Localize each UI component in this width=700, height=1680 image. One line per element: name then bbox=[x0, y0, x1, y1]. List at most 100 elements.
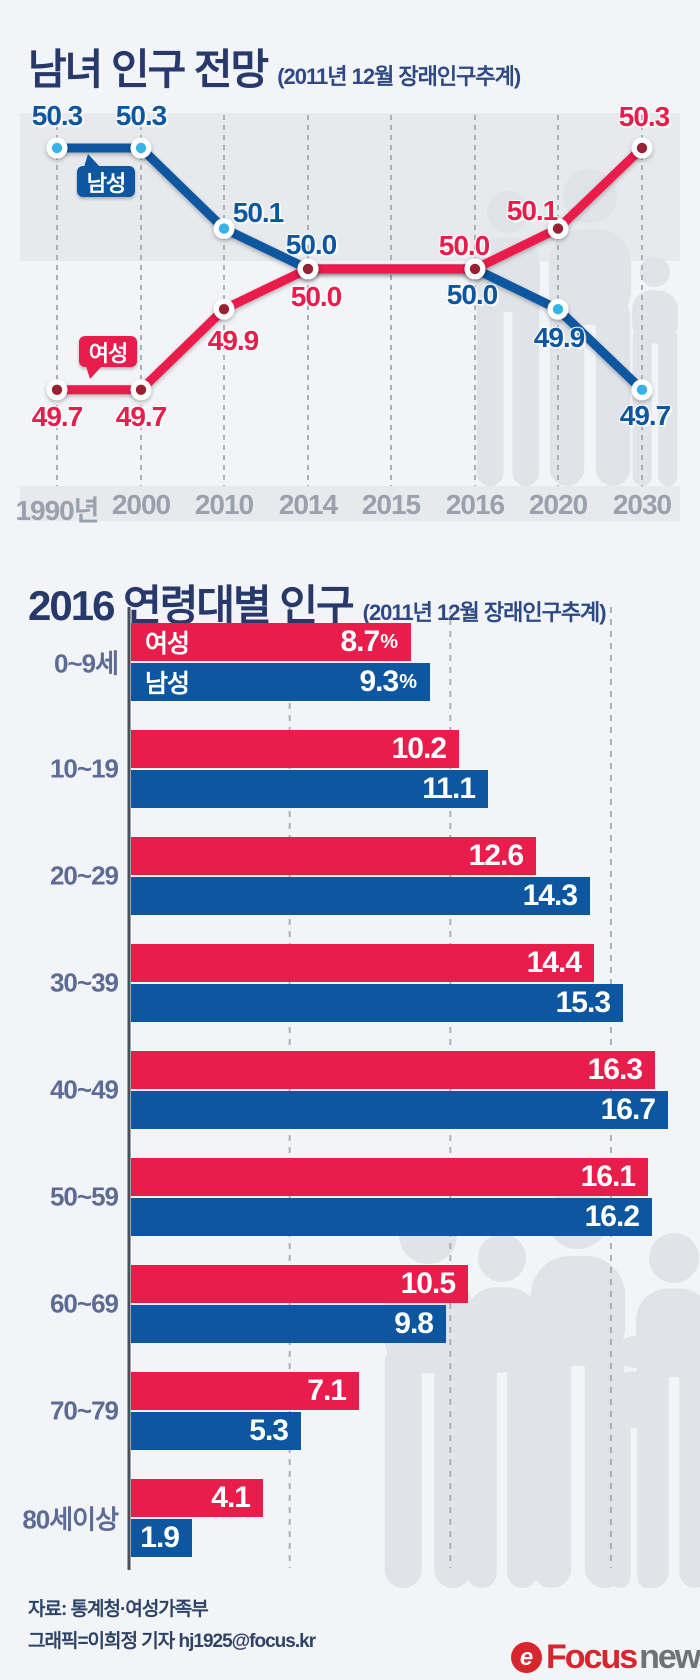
female-point bbox=[297, 258, 319, 280]
bar-value: 4.1 bbox=[211, 1481, 251, 1514]
legend-male-badge: 남성 bbox=[77, 154, 135, 197]
bar-value: 5.3 bbox=[249, 1414, 289, 1447]
chart1-title-row: 남녀 인구 전망 (2011년 12월 장래인구추계) bbox=[28, 36, 521, 97]
male-point bbox=[213, 218, 235, 240]
male-point bbox=[46, 137, 68, 159]
age-group-label-50~59: 50~59 bbox=[49, 1181, 119, 1212]
female-value-label: 50.0 bbox=[438, 229, 490, 261]
female-point bbox=[130, 379, 152, 401]
bar-male-70~79: 5.3 bbox=[131, 1412, 301, 1450]
bar-value: 11.1 bbox=[422, 772, 476, 805]
chart2-title-row: 2016 연령대별 인구 (2011년 12월 장래인구추계) bbox=[28, 572, 607, 633]
female-value-label: 49.7 bbox=[31, 400, 83, 432]
age-group-label-70~79: 70~79 bbox=[49, 1395, 119, 1426]
x-axis-label-2000: 2000 bbox=[111, 489, 171, 520]
bar-value: 9.3 bbox=[359, 665, 399, 698]
age-group-label-30~39: 30~39 bbox=[49, 967, 119, 998]
female-point bbox=[631, 137, 653, 159]
bar-value: 8.7 bbox=[340, 625, 380, 658]
bar-male-0~9세: 남성 9.3% bbox=[131, 663, 430, 701]
bar-female-70~79: 7.1 bbox=[131, 1372, 359, 1410]
bar-value: 14.4 bbox=[526, 946, 582, 979]
female-point bbox=[46, 379, 68, 401]
male-value-label: 50.3 bbox=[31, 100, 83, 131]
bar-value: 16.7 bbox=[600, 1093, 656, 1126]
bar-female-80세이상: 4.1 bbox=[131, 1479, 263, 1517]
bar-value: 16.3 bbox=[587, 1053, 643, 1086]
bar-value: 1.9 bbox=[140, 1521, 180, 1554]
footer-source: 자료: 통계청·여성가족부 bbox=[28, 1599, 209, 1620]
x-axis-label-1990년: 1990년 bbox=[15, 495, 99, 526]
focusnews-logo-suffix: news bbox=[639, 1638, 700, 1676]
bar-female-60~69: 10.5 bbox=[131, 1265, 468, 1303]
line-chart-axis-band bbox=[20, 486, 680, 521]
family-silhouette-bottom bbox=[383, 1187, 700, 1588]
chart1-subtitle: (2011년 12월 장래인구추계) bbox=[277, 64, 521, 89]
bar-value: 9.8 bbox=[394, 1307, 434, 1340]
bar-value: 12.6 bbox=[468, 839, 524, 872]
legend-female-badge: 여성 bbox=[79, 336, 137, 379]
bar-value: 15.3 bbox=[555, 986, 611, 1019]
chart1-title: 남녀 인구 전망 bbox=[28, 46, 269, 93]
bar-value: 10.5 bbox=[400, 1267, 456, 1300]
male-value-label: 49.9 bbox=[533, 322, 585, 354]
age-group-label-0~9세: 0~9세 bbox=[53, 648, 119, 679]
bar-value: 16.2 bbox=[584, 1200, 640, 1233]
bar-value-percent-suffix: % bbox=[380, 630, 398, 653]
bar-male-80세이상: 1.9 bbox=[131, 1519, 192, 1557]
female-value-label: 50.1 bbox=[506, 194, 558, 226]
bar-male-30~39: 15.3 bbox=[131, 984, 623, 1022]
x-axis-label-2016: 2016 bbox=[445, 489, 505, 520]
bar-series-label-male: 남성 bbox=[145, 670, 190, 698]
male-point bbox=[547, 298, 569, 320]
chart2-title: 2016 연령대별 인구 bbox=[28, 582, 355, 629]
age-group-label-60~69: 60~69 bbox=[49, 1288, 119, 1319]
bar-female-40~49: 16.3 bbox=[131, 1051, 655, 1089]
x-axis-label-2014: 2014 bbox=[278, 489, 338, 520]
x-axis-label-2020: 2020 bbox=[528, 489, 588, 520]
bar-male-10~19: 11.1 bbox=[131, 770, 488, 808]
bar-value-percent-suffix: % bbox=[399, 670, 417, 693]
male-value-label: 50.0 bbox=[446, 278, 498, 310]
bar-female-0~9세: 여성 8.7% bbox=[131, 623, 411, 661]
bar-value: 10.2 bbox=[391, 732, 447, 765]
x-axis-label-2015: 2015 bbox=[361, 489, 421, 520]
female-value-label: 50.3 bbox=[618, 101, 670, 132]
male-value-label: 49.7 bbox=[619, 399, 671, 431]
bar-male-60~69: 9.8 bbox=[131, 1305, 446, 1343]
bar-female-50~59: 16.1 bbox=[131, 1158, 648, 1196]
male-value-label: 50.1 bbox=[232, 196, 284, 228]
male-value-label: 50.0 bbox=[285, 228, 337, 260]
bar-value: 16.1 bbox=[580, 1160, 636, 1193]
bar-male-40~49: 16.7 bbox=[131, 1091, 668, 1129]
male-point bbox=[130, 137, 152, 159]
age-group-label-40~49: 40~49 bbox=[49, 1074, 119, 1105]
bar-value: 14.3 bbox=[522, 879, 578, 912]
focusnews-logo: e Focus news bbox=[511, 1638, 700, 1677]
x-axis-label-2030: 2030 bbox=[612, 489, 672, 520]
age-group-label-10~19: 10~19 bbox=[49, 753, 119, 784]
female-value-label: 49.9 bbox=[207, 325, 259, 357]
female-point bbox=[464, 258, 486, 280]
male-value-label: 50.3 bbox=[115, 100, 167, 131]
female-point bbox=[547, 218, 569, 240]
chart2-subtitle: (2011년 12월 장래인구추계) bbox=[362, 600, 607, 625]
bar-male-20~29: 14.3 bbox=[131, 877, 590, 915]
male-point bbox=[631, 379, 653, 401]
focusnews-logo-icon: e bbox=[511, 1642, 542, 1673]
bar-male-50~59: 16.2 bbox=[131, 1198, 652, 1236]
footer-credit: 그래픽=이희정 기자 hj1925@focus.kr bbox=[28, 1631, 316, 1652]
bar-series-label-female: 여성 bbox=[145, 630, 190, 658]
age-group-label-20~29: 20~29 bbox=[49, 860, 119, 891]
focusnews-logo-brand: Focus bbox=[546, 1638, 638, 1676]
x-axis-label-2010: 2010 bbox=[194, 489, 254, 520]
bar-female-10~19: 10.2 bbox=[131, 730, 459, 768]
female-value-label: 50.0 bbox=[290, 280, 342, 312]
bar-female-20~29: 12.6 bbox=[131, 837, 536, 875]
female-point bbox=[213, 298, 235, 320]
age-group-label-80세이상: 80세이상 bbox=[22, 1504, 119, 1535]
bar-female-30~39: 14.4 bbox=[131, 944, 594, 982]
female-value-label: 49.7 bbox=[115, 400, 167, 432]
bar-value: 7.1 bbox=[307, 1374, 347, 1407]
